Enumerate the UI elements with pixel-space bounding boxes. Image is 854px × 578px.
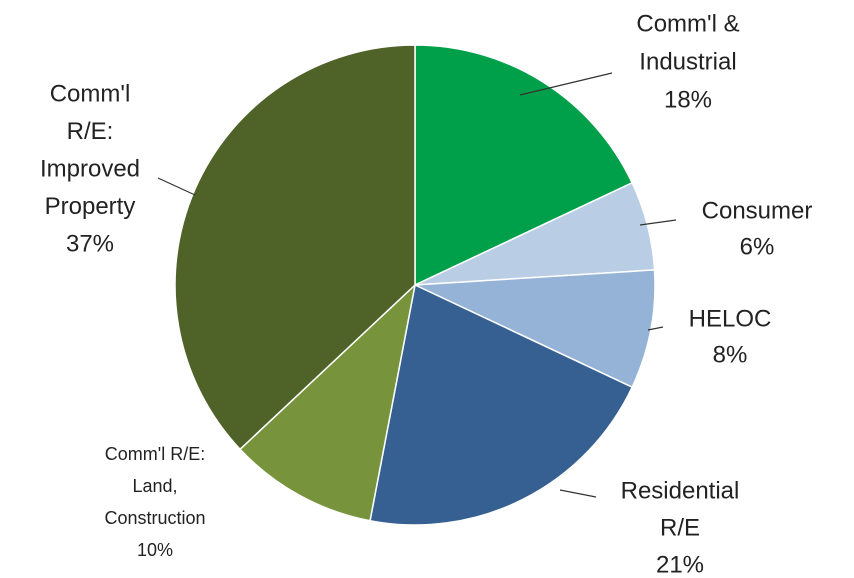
slice-value-label: 10%	[137, 540, 173, 560]
slice-value-label: 18%	[664, 86, 712, 113]
leader-line	[157, 177, 196, 196]
slice-label: Improved	[40, 155, 140, 182]
leader-line	[559, 489, 597, 498]
slice-label: Comm'l &	[636, 10, 739, 37]
slice-label: Property	[45, 193, 136, 220]
pie-slice	[414, 44, 634, 287]
slice-label: R/E:	[67, 118, 114, 145]
slice-label: Comm'l	[50, 80, 131, 107]
slice-value-label: 8%	[713, 341, 748, 368]
slice-label: Industrial	[639, 48, 736, 75]
slice-value-label: 37%	[66, 230, 114, 257]
pie-slice	[174, 44, 416, 451]
slice-label: HELOC	[689, 305, 772, 332]
slice-label: Comm'l R/E:	[105, 444, 205, 464]
leader-line	[647, 326, 664, 331]
slice-label: R/E	[660, 514, 700, 541]
slice-label: Residential	[621, 477, 740, 504]
slice-value-label: 6%	[740, 233, 775, 260]
slice-label: Consumer	[702, 197, 813, 224]
slice-value-label: 21%	[656, 551, 704, 578]
leader-line	[639, 219, 677, 226]
slice-label: Construction	[104, 508, 205, 528]
slice-label: Land,	[132, 476, 177, 496]
pie-slice	[369, 283, 634, 526]
pie-slice	[238, 282, 417, 522]
leader-line	[519, 72, 613, 96]
